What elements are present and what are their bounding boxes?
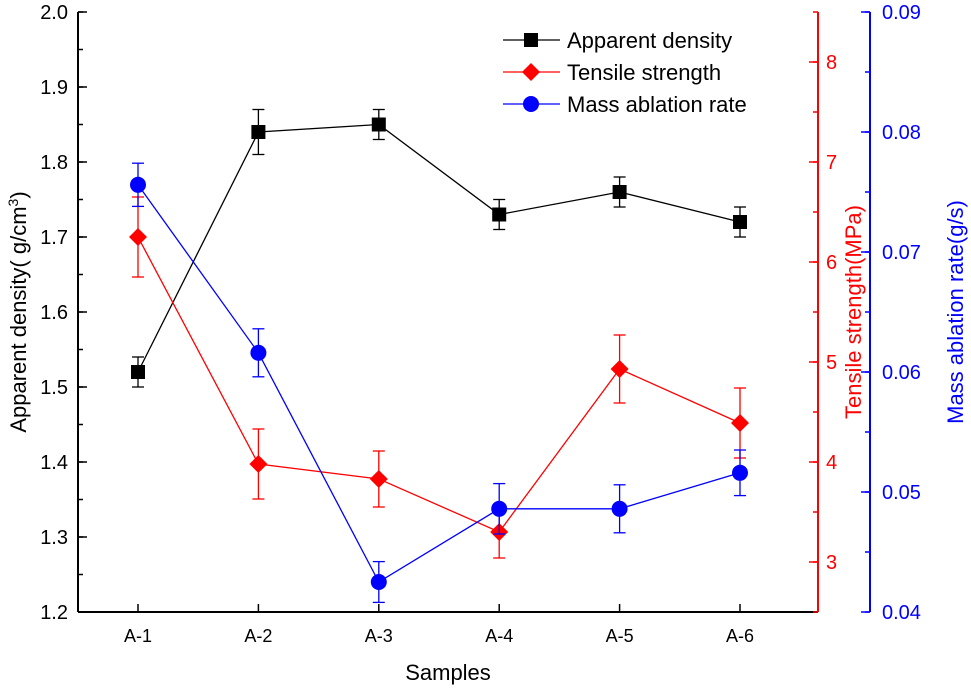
left-tick-label: 1.9 xyxy=(40,77,68,99)
right-red-tick-label: 4 xyxy=(826,452,837,474)
data-point xyxy=(129,228,147,246)
x-tick-label: A-4 xyxy=(485,626,513,646)
legend-label: Mass ablation rate xyxy=(567,92,747,117)
left-tick-label: 1.2 xyxy=(40,602,68,624)
left-axis-title: Apparent density( g/cm3) xyxy=(5,191,31,432)
legend-marker xyxy=(523,96,539,112)
data-point xyxy=(732,464,748,481)
legend-marker xyxy=(524,33,538,47)
left-tick-label: 1.4 xyxy=(40,452,68,474)
series-layer xyxy=(129,108,749,604)
left-tick-label: 1.5 xyxy=(40,377,68,399)
data-point xyxy=(610,360,629,378)
right-red-tick-label: 8 xyxy=(826,52,837,74)
left-axis-title-superscript: 3 xyxy=(5,198,21,206)
left-axis-title-main: Apparent density( g/cm xyxy=(6,206,31,432)
data-point xyxy=(731,414,749,432)
right-blue-tick-label: 0.07 xyxy=(882,242,921,264)
data-point xyxy=(612,185,627,199)
data-point xyxy=(130,176,146,193)
left-axis-title-end: ) xyxy=(6,191,31,198)
right-blue-tick-label: 0.06 xyxy=(882,362,921,384)
left-tick-label: 1.7 xyxy=(40,227,68,249)
data-point xyxy=(492,207,507,222)
right-blue-tick-label: 0.09 xyxy=(882,2,921,24)
series-mass-ablation-rate xyxy=(130,162,748,604)
series-apparent-density xyxy=(131,108,747,388)
x-tick-label: A-5 xyxy=(606,626,634,646)
right-red-tick-label: 7 xyxy=(826,152,837,174)
right-red-tick-label: 5 xyxy=(826,352,837,374)
axes: A-1 A-2 A-3 A-4 A-5 A-6 1.2 1.3 1.4 1.5 1.6 1.7 1.8 1… xyxy=(40,2,921,646)
right-blue-axis-title: Mass ablation rate(g/s) xyxy=(943,200,968,424)
right-blue-tick-label: 0.08 xyxy=(882,122,921,144)
left-tick-label: 2.0 xyxy=(40,2,68,24)
data-point xyxy=(733,215,747,229)
legend-label: Tensile strength xyxy=(567,60,721,85)
left-tick-label: 1.6 xyxy=(40,302,68,324)
data-point xyxy=(371,117,386,132)
right-red-tick-label: 6 xyxy=(826,252,837,274)
x-tick-label: A-1 xyxy=(124,626,152,646)
legend-marker xyxy=(522,63,540,81)
data-point xyxy=(370,574,387,590)
left-tick-label: 1.3 xyxy=(40,527,68,549)
data-point xyxy=(131,365,145,379)
series-line xyxy=(137,184,741,583)
right-red-axis-title: Tensile strength(MPa) xyxy=(841,205,866,419)
data-point xyxy=(369,470,388,488)
left-tick-label: 1.8 xyxy=(40,152,68,174)
data-point xyxy=(250,344,267,361)
legend: Apparent density Tensile strength Mass abl… xyxy=(503,28,747,117)
right-blue-tick-label: 0.05 xyxy=(882,482,921,504)
x-tick-label: A-6 xyxy=(726,626,754,646)
data-point xyxy=(491,500,508,517)
x-axis-title: Samples xyxy=(405,660,491,685)
right-red-tick-label: 3 xyxy=(826,552,837,574)
series-line xyxy=(137,123,741,373)
legend-label: Apparent density xyxy=(567,28,732,53)
x-tick-label: A-3 xyxy=(365,626,393,646)
data-point xyxy=(251,125,266,139)
data-point xyxy=(611,500,628,517)
data-point xyxy=(249,455,268,473)
series-tensile-strength xyxy=(129,196,749,559)
x-tick-label: A-2 xyxy=(244,626,272,646)
series-line xyxy=(137,236,741,533)
right-blue-tick-label: 0.04 xyxy=(882,602,921,624)
